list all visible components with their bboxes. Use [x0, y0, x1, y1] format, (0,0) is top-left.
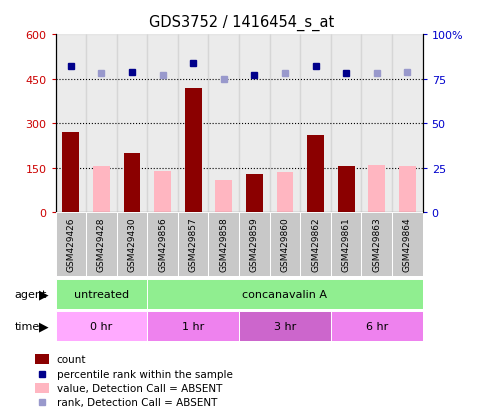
Bar [399, 167, 416, 213]
Bar [56, 35, 86, 213]
Bar [270, 213, 300, 277]
Bar [56, 311, 147, 341]
Bar [239, 213, 270, 277]
Bar [215, 180, 232, 213]
Bar [117, 35, 147, 213]
Text: value, Detection Call = ABSENT: value, Detection Call = ABSENT [57, 383, 222, 393]
Bar [185, 88, 201, 213]
Bar [147, 279, 423, 309]
Bar [361, 35, 392, 213]
Bar [56, 213, 86, 277]
Text: GSM429426: GSM429426 [66, 217, 75, 271]
Bar [331, 213, 361, 277]
Bar [361, 213, 392, 277]
Bar [369, 166, 385, 213]
Bar [62, 133, 79, 213]
Bar [147, 35, 178, 213]
Bar [338, 167, 355, 213]
Bar [56, 279, 147, 309]
Bar [246, 174, 263, 213]
Bar [239, 35, 270, 213]
Bar [209, 35, 239, 213]
Bar [392, 35, 423, 213]
Bar [277, 173, 293, 213]
Bar [300, 213, 331, 277]
Text: count: count [57, 354, 86, 364]
Text: 1 hr: 1 hr [182, 321, 204, 331]
Text: concanavalin A: concanavalin A [242, 289, 327, 299]
Bar [300, 35, 331, 213]
Bar [331, 311, 423, 341]
Bar [270, 35, 300, 213]
Bar [178, 35, 209, 213]
Text: GSM429862: GSM429862 [311, 217, 320, 272]
Bar [209, 213, 239, 277]
Bar [35, 354, 49, 364]
Text: GSM429430: GSM429430 [128, 217, 137, 272]
Text: GSM429857: GSM429857 [189, 217, 198, 272]
Bar [307, 136, 324, 213]
Bar [86, 213, 117, 277]
Bar [117, 213, 147, 277]
Text: 0 hr: 0 hr [90, 321, 113, 331]
Text: GSM429428: GSM429428 [97, 217, 106, 271]
Text: GSM429858: GSM429858 [219, 217, 228, 272]
Text: percentile rank within the sample: percentile rank within the sample [57, 369, 233, 379]
Bar [239, 311, 331, 341]
Bar [147, 213, 178, 277]
Bar [331, 35, 361, 213]
Text: ▶: ▶ [39, 320, 48, 333]
Bar [35, 383, 49, 393]
Text: ▶: ▶ [39, 287, 48, 301]
Bar [93, 167, 110, 213]
Text: GSM429863: GSM429863 [372, 217, 381, 272]
Text: GSM429860: GSM429860 [281, 217, 289, 272]
Text: GSM429864: GSM429864 [403, 217, 412, 272]
Bar [147, 311, 239, 341]
Text: GSM429859: GSM429859 [250, 217, 259, 272]
Text: GDS3752 / 1416454_s_at: GDS3752 / 1416454_s_at [149, 14, 334, 31]
Text: 6 hr: 6 hr [366, 321, 388, 331]
Bar [124, 154, 141, 213]
Text: GSM429856: GSM429856 [158, 217, 167, 272]
Bar [392, 213, 423, 277]
Bar [154, 171, 171, 213]
Text: time: time [14, 321, 40, 331]
Bar [86, 35, 117, 213]
Text: untreated: untreated [74, 289, 129, 299]
Text: agent: agent [14, 289, 47, 299]
Text: GSM429861: GSM429861 [341, 217, 351, 272]
Text: rank, Detection Call = ABSENT: rank, Detection Call = ABSENT [57, 398, 217, 408]
Text: 3 hr: 3 hr [274, 321, 296, 331]
Bar [178, 213, 209, 277]
